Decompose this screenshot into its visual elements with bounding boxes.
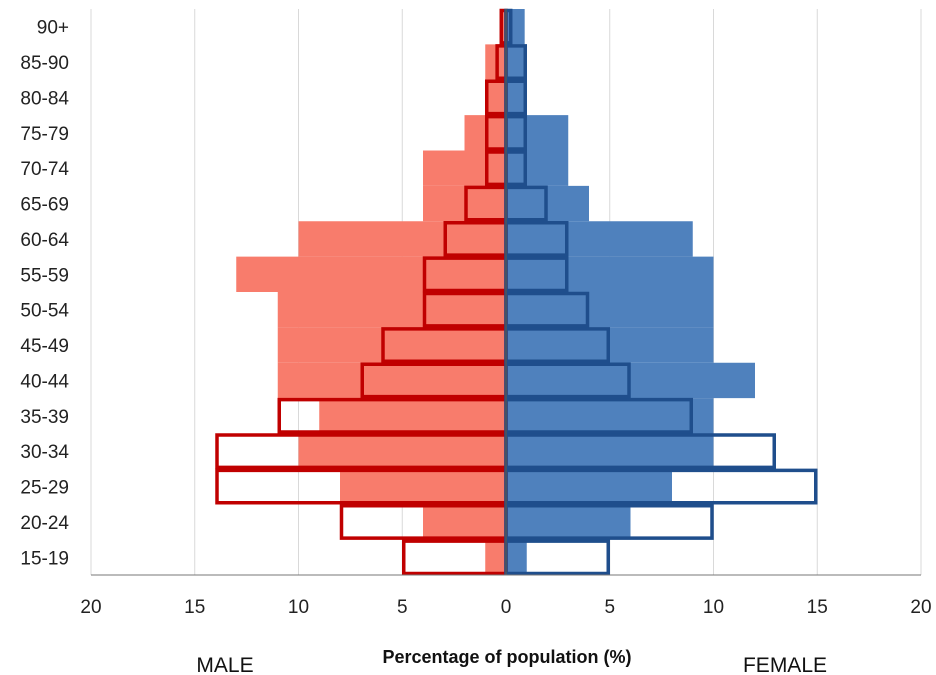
female-side-label: FEMALE [743, 654, 827, 675]
x-tick-label: 10 [288, 597, 309, 618]
x-tick-label: 15 [184, 597, 205, 618]
male-filled-bar-30-34 [298, 433, 506, 469]
x-tick-label: 10 [703, 597, 724, 618]
y-tick-label: 15-19 [20, 548, 69, 569]
y-tick-label: 60-64 [20, 230, 69, 251]
female-filled-bar-55-59 [506, 256, 714, 292]
female-filled-bar-75-79 [506, 115, 569, 151]
male-filled-bar-45-49 [277, 327, 506, 363]
female-filled-bar-35-39 [506, 398, 714, 434]
female-filled-bar-25-29 [506, 468, 672, 505]
y-tick-labels: 15-19 20-24 25-29 30-34 35-39 40-44 45-49 50-54… [20, 18, 69, 570]
x-tick-labels: 20 15 10 5 0 5 10 15 20 [80, 597, 931, 618]
x-tick-label: 0 [501, 597, 512, 618]
male-filled-bar-25-29 [340, 468, 506, 505]
female-filled-bar-90+ [506, 9, 525, 45]
x-tick-label: 15 [807, 597, 828, 618]
male-side-label: MALE [196, 654, 253, 675]
male-filled-bar-35-39 [319, 398, 506, 434]
y-tick-label: 90+ [37, 18, 69, 39]
x-tick-label: 20 [910, 597, 931, 618]
y-tick-label: 55-59 [20, 265, 69, 286]
female-filled-bar-50-54 [506, 292, 714, 328]
x-axis-title: Percentage of population (%) [382, 647, 631, 667]
male-filled-bar-60-64 [298, 221, 506, 257]
female-filled-bar-85-90 [506, 44, 527, 80]
male-filled-bar-50-54 [277, 292, 506, 328]
male-filled-bar-80-84 [485, 79, 506, 116]
male-filled-bar-55-59 [236, 256, 506, 292]
y-tick-label: 35-39 [20, 407, 69, 428]
y-tick-label: 70-74 [20, 159, 69, 180]
x-tick-label: 5 [604, 597, 615, 618]
female-filled-bar-60-64 [506, 221, 693, 257]
male-filled-bar-70-74 [423, 150, 506, 186]
x-tick-label: 5 [397, 597, 408, 618]
female-filled-bar-80-84 [506, 79, 527, 116]
male-filled-bar-40-44 [277, 362, 506, 399]
y-tick-label: 25-29 [20, 478, 69, 499]
male-filled-bar-20-24 [423, 504, 506, 540]
female-filled-bar-20-24 [506, 504, 631, 540]
y-tick-label: 40-44 [20, 371, 69, 392]
y-tick-label: 65-69 [20, 195, 69, 216]
y-tick-label: 85-90 [20, 53, 69, 74]
x-tick-label: 20 [80, 597, 101, 618]
y-tick-label: 45-49 [20, 336, 69, 357]
y-tick-label: 80-84 [20, 88, 69, 109]
male-filled-bar-15-19 [485, 539, 506, 575]
female-filled-bar-15-19 [506, 539, 527, 575]
female-filled-bar-70-74 [506, 150, 569, 186]
y-tick-label: 75-79 [20, 124, 69, 145]
y-tick-label: 50-54 [20, 301, 69, 322]
female-filled-bar-30-34 [506, 433, 714, 469]
y-tick-label: 30-34 [20, 442, 69, 463]
y-tick-label: 20-24 [20, 513, 69, 534]
